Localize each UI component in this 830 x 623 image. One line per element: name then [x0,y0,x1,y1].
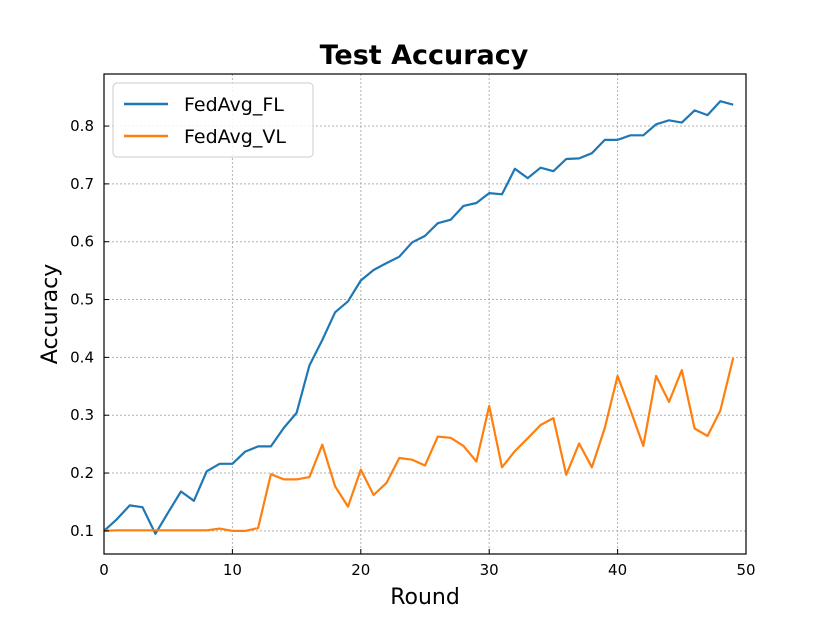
chart-title: Test Accuracy [320,40,529,71]
axis-ticks: 0 10 20 30 40 50 0.1 0.2 0.3 0.4 0.5 0.6 0.7 0.8 [70,117,755,579]
y-tick-label: 0.2 [70,464,94,482]
x-tick-label: 20 [351,561,370,579]
x-tick-label: 40 [608,561,627,579]
x-tick-label: 30 [480,561,499,579]
y-axis-label: Accuracy [38,264,63,364]
legend-box [112,82,314,158]
x-axis-label: Round [390,585,460,610]
y-tick-label: 0.7 [70,175,94,193]
y-tick-label: 0.3 [70,406,94,424]
legend-label-FedAvg_FL: FedAvg_FL [184,94,284,116]
y-tick-label: 0.6 [70,233,94,251]
plot-frame [103,73,747,555]
series-line-FedAvg_FL [103,100,734,535]
y-tick-label: 0.8 [70,117,94,135]
series-layer [103,100,735,535]
y-tick-label: 0.1 [70,522,94,540]
legend-label-FedAvg_VL: FedAvg_VL [184,126,286,148]
x-tick-label: 0 [99,561,109,579]
y-tick-label: 0.4 [70,348,94,366]
y-tick-label: 0.5 [70,291,94,309]
legend: FedAvg_FL FedAvg_VL [112,82,314,158]
series-line-FedAvg_VL [103,357,735,533]
x-tick-label: 10 [223,561,242,579]
x-tick-label: 50 [736,561,755,579]
